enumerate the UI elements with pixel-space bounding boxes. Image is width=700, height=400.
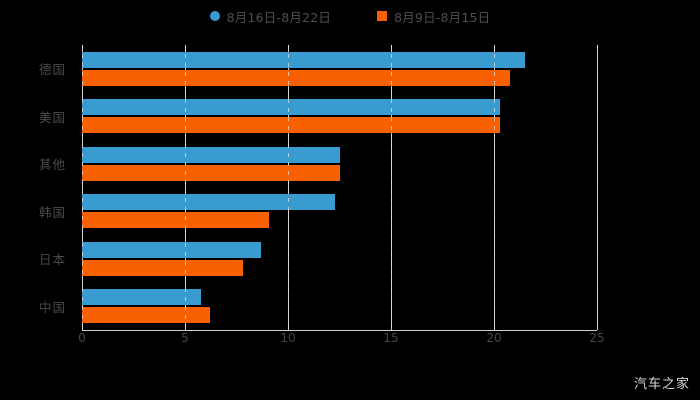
bar-group <box>82 93 597 141</box>
bar-series-0[interactable] <box>82 99 501 116</box>
bar-series-0[interactable] <box>82 289 202 306</box>
bar-series-1[interactable] <box>82 212 270 229</box>
x-axis-tick-label: 15 <box>383 331 399 345</box>
legend-label-series-1: 8月9日-8月15日 <box>394 9 491 25</box>
watermark-label: 汽车之家 <box>633 377 690 392</box>
plot-area <box>82 45 598 330</box>
x-axis-tick-labels: 0 5 10 15 20 25 <box>0 331 700 353</box>
legend-item-series-0[interactable]: 8月16日-8月22日 <box>209 7 332 26</box>
legend-marker-circle-icon <box>209 11 220 21</box>
y-axis-tick-label: 中国 <box>38 299 66 315</box>
y-axis-tick-label: 日本 <box>38 252 66 268</box>
y-axis-tick-label: 美国 <box>38 109 66 125</box>
legend-marker-square-icon <box>377 11 388 21</box>
bar-series-1[interactable] <box>82 69 511 86</box>
bar-group <box>82 235 597 283</box>
bar-series-0[interactable] <box>82 51 525 68</box>
grid-line <box>597 45 598 330</box>
bar-group <box>82 45 597 93</box>
bar-series-1[interactable] <box>82 259 243 276</box>
chart-legend: 8月16日-8月22日 8月9日-8月15日 <box>0 6 700 26</box>
y-axis-tick-label: 其他 <box>38 157 66 173</box>
legend-item-series-1[interactable]: 8月9日-8月15日 <box>377 7 490 26</box>
bar-series-1[interactable] <box>82 117 501 134</box>
bar-series-1[interactable] <box>82 307 210 324</box>
x-axis-tick-label: 10 <box>280 331 296 345</box>
bar-series-0[interactable] <box>82 194 336 211</box>
bar-groups <box>82 45 597 330</box>
x-axis-tick-label: 20 <box>486 331 502 345</box>
bar-group <box>82 188 597 236</box>
legend-label-series-0: 8月16日-8月22日 <box>226 9 332 25</box>
y-axis-tick-label: 韩国 <box>38 204 66 220</box>
x-axis-tick-label: 5 <box>181 331 189 345</box>
x-axis-tick-label: 0 <box>78 331 86 345</box>
bar-series-0[interactable] <box>82 146 340 163</box>
bar-series-1[interactable] <box>82 164 340 181</box>
x-axis-line <box>82 330 597 331</box>
x-axis-tick-label: 25 <box>589 331 605 345</box>
bar-group <box>82 283 597 331</box>
bar-group <box>82 140 597 188</box>
bar-series-0[interactable] <box>82 241 262 258</box>
y-axis-tick-label: 德国 <box>38 62 66 78</box>
y-axis-labels: 德国 美国 其他 韩国 日本 中国 <box>0 45 74 330</box>
